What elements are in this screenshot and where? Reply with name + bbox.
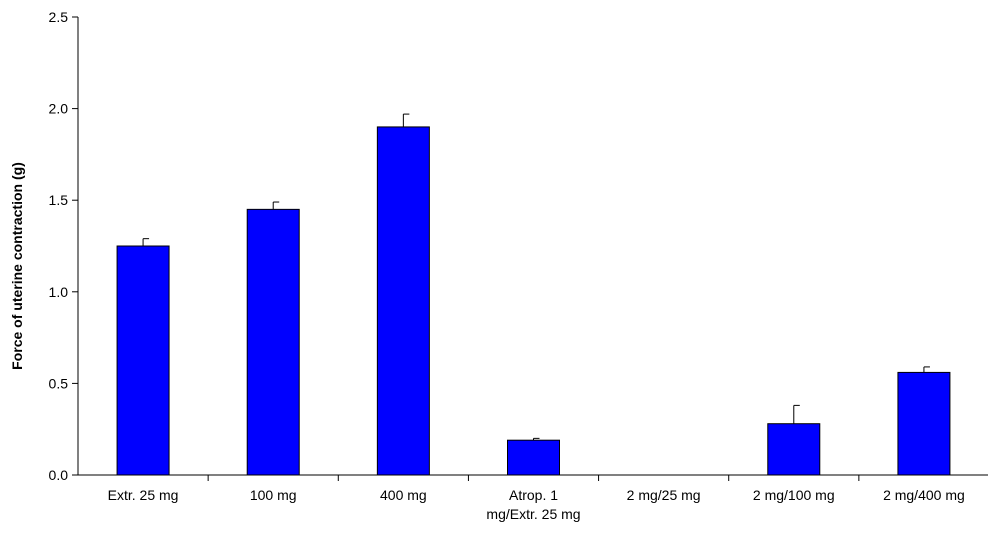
x-tick-label: 2 mg/100 mg bbox=[753, 487, 835, 503]
bar bbox=[897, 371, 951, 476]
y-tick-label: 2.0 bbox=[49, 101, 69, 117]
bar bbox=[376, 126, 430, 476]
y-axis-title: Force of uterine contraction (g) bbox=[9, 162, 25, 370]
y-tick-label: 1.5 bbox=[49, 192, 69, 208]
y-tick-label: 1.0 bbox=[49, 284, 69, 300]
x-tick-label: mg/Extr. 25 mg bbox=[486, 506, 580, 522]
x-tick-label: 100 mg bbox=[250, 487, 297, 503]
y-tick-label: 2.5 bbox=[49, 9, 69, 25]
x-tick-label: Extr. 25 mg bbox=[108, 487, 179, 503]
y-tick-label: 0.5 bbox=[49, 375, 69, 391]
y-tick-label: 0.0 bbox=[49, 467, 69, 483]
x-tick-label: 400 mg bbox=[380, 487, 427, 503]
x-tick-label: 2 mg/400 mg bbox=[883, 487, 965, 503]
x-tick-label: Atrop. 1 bbox=[509, 487, 558, 503]
bar bbox=[116, 245, 170, 476]
bar bbox=[507, 439, 560, 476]
x-tick-label: 2 mg/25 mg bbox=[627, 487, 701, 503]
bar bbox=[767, 423, 821, 476]
bar bbox=[246, 208, 300, 476]
